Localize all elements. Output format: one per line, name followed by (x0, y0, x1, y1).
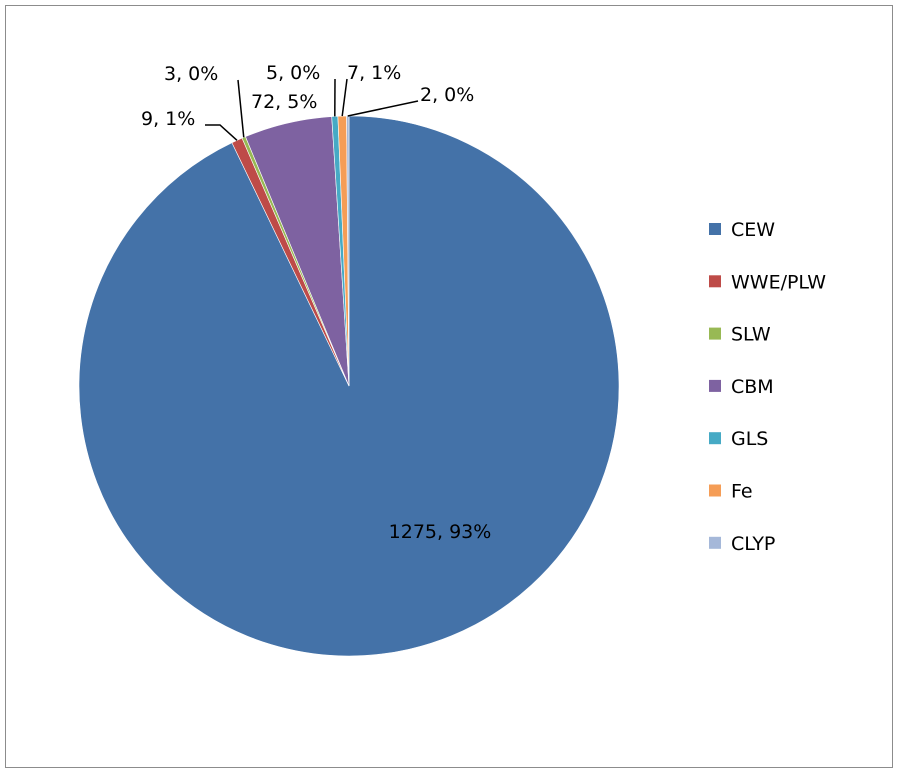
legend-item-cew: CEW (709, 219, 775, 241)
legend-swatch-cbm (709, 379, 721, 392)
legend-label-wwe-plw: WWE/PLW (731, 271, 826, 293)
legend-item-gls: GLS (709, 428, 768, 450)
legend-swatch-gls (709, 432, 721, 445)
legend-item-slw: SLW (709, 324, 771, 346)
leader-line-clyp (347, 100, 419, 117)
pie-slices (78, 115, 620, 657)
legend-label-fe: Fe (731, 481, 753, 503)
legend-swatch-wwe-plw (709, 275, 721, 288)
leader-line-fe (341, 78, 348, 117)
label-leader-lines (205, 78, 419, 141)
legend-swatch-clyp (709, 536, 721, 549)
legend-label-cbm: CBM (731, 376, 774, 398)
legend-swatch-fe (709, 484, 721, 497)
legend-label-slw: SLW (731, 324, 771, 346)
data-label-fe: 7, 1% (347, 62, 401, 84)
legend-item-wwe-plw: WWE/PLW (709, 271, 826, 293)
legend-swatch-cew (709, 223, 721, 235)
legend-label-cew: CEW (731, 219, 775, 241)
legend: CEW WWE/PLW SLW CBM GLS Fe CLYP (709, 219, 826, 555)
data-label-slw: 3, 0% (164, 63, 218, 85)
legend-label-clyp: CLYP (731, 533, 775, 555)
legend-swatch-slw (709, 327, 721, 340)
data-label-cew: 1275, 93% (389, 521, 492, 543)
legend-item-clyp: CLYP (709, 533, 775, 555)
data-label-gls: 5, 0% (266, 62, 320, 84)
legend-label-gls: GLS (731, 428, 768, 450)
data-label-wwe-plw: 9, 1% (141, 108, 195, 130)
data-label-clyp: 2, 0% (420, 84, 474, 106)
data-labels: 1275, 93% 9, 1% 3, 0% 72, 5% 5, 0% 7, 1% 2, 0% (141, 62, 491, 543)
data-label-cbm: 72, 5% (251, 91, 317, 113)
leader-line-wwe-plw (205, 124, 238, 141)
legend-item-cbm: CBM (709, 376, 774, 398)
leader-line-slw (237, 79, 245, 138)
legend-item-fe: Fe (709, 481, 753, 503)
